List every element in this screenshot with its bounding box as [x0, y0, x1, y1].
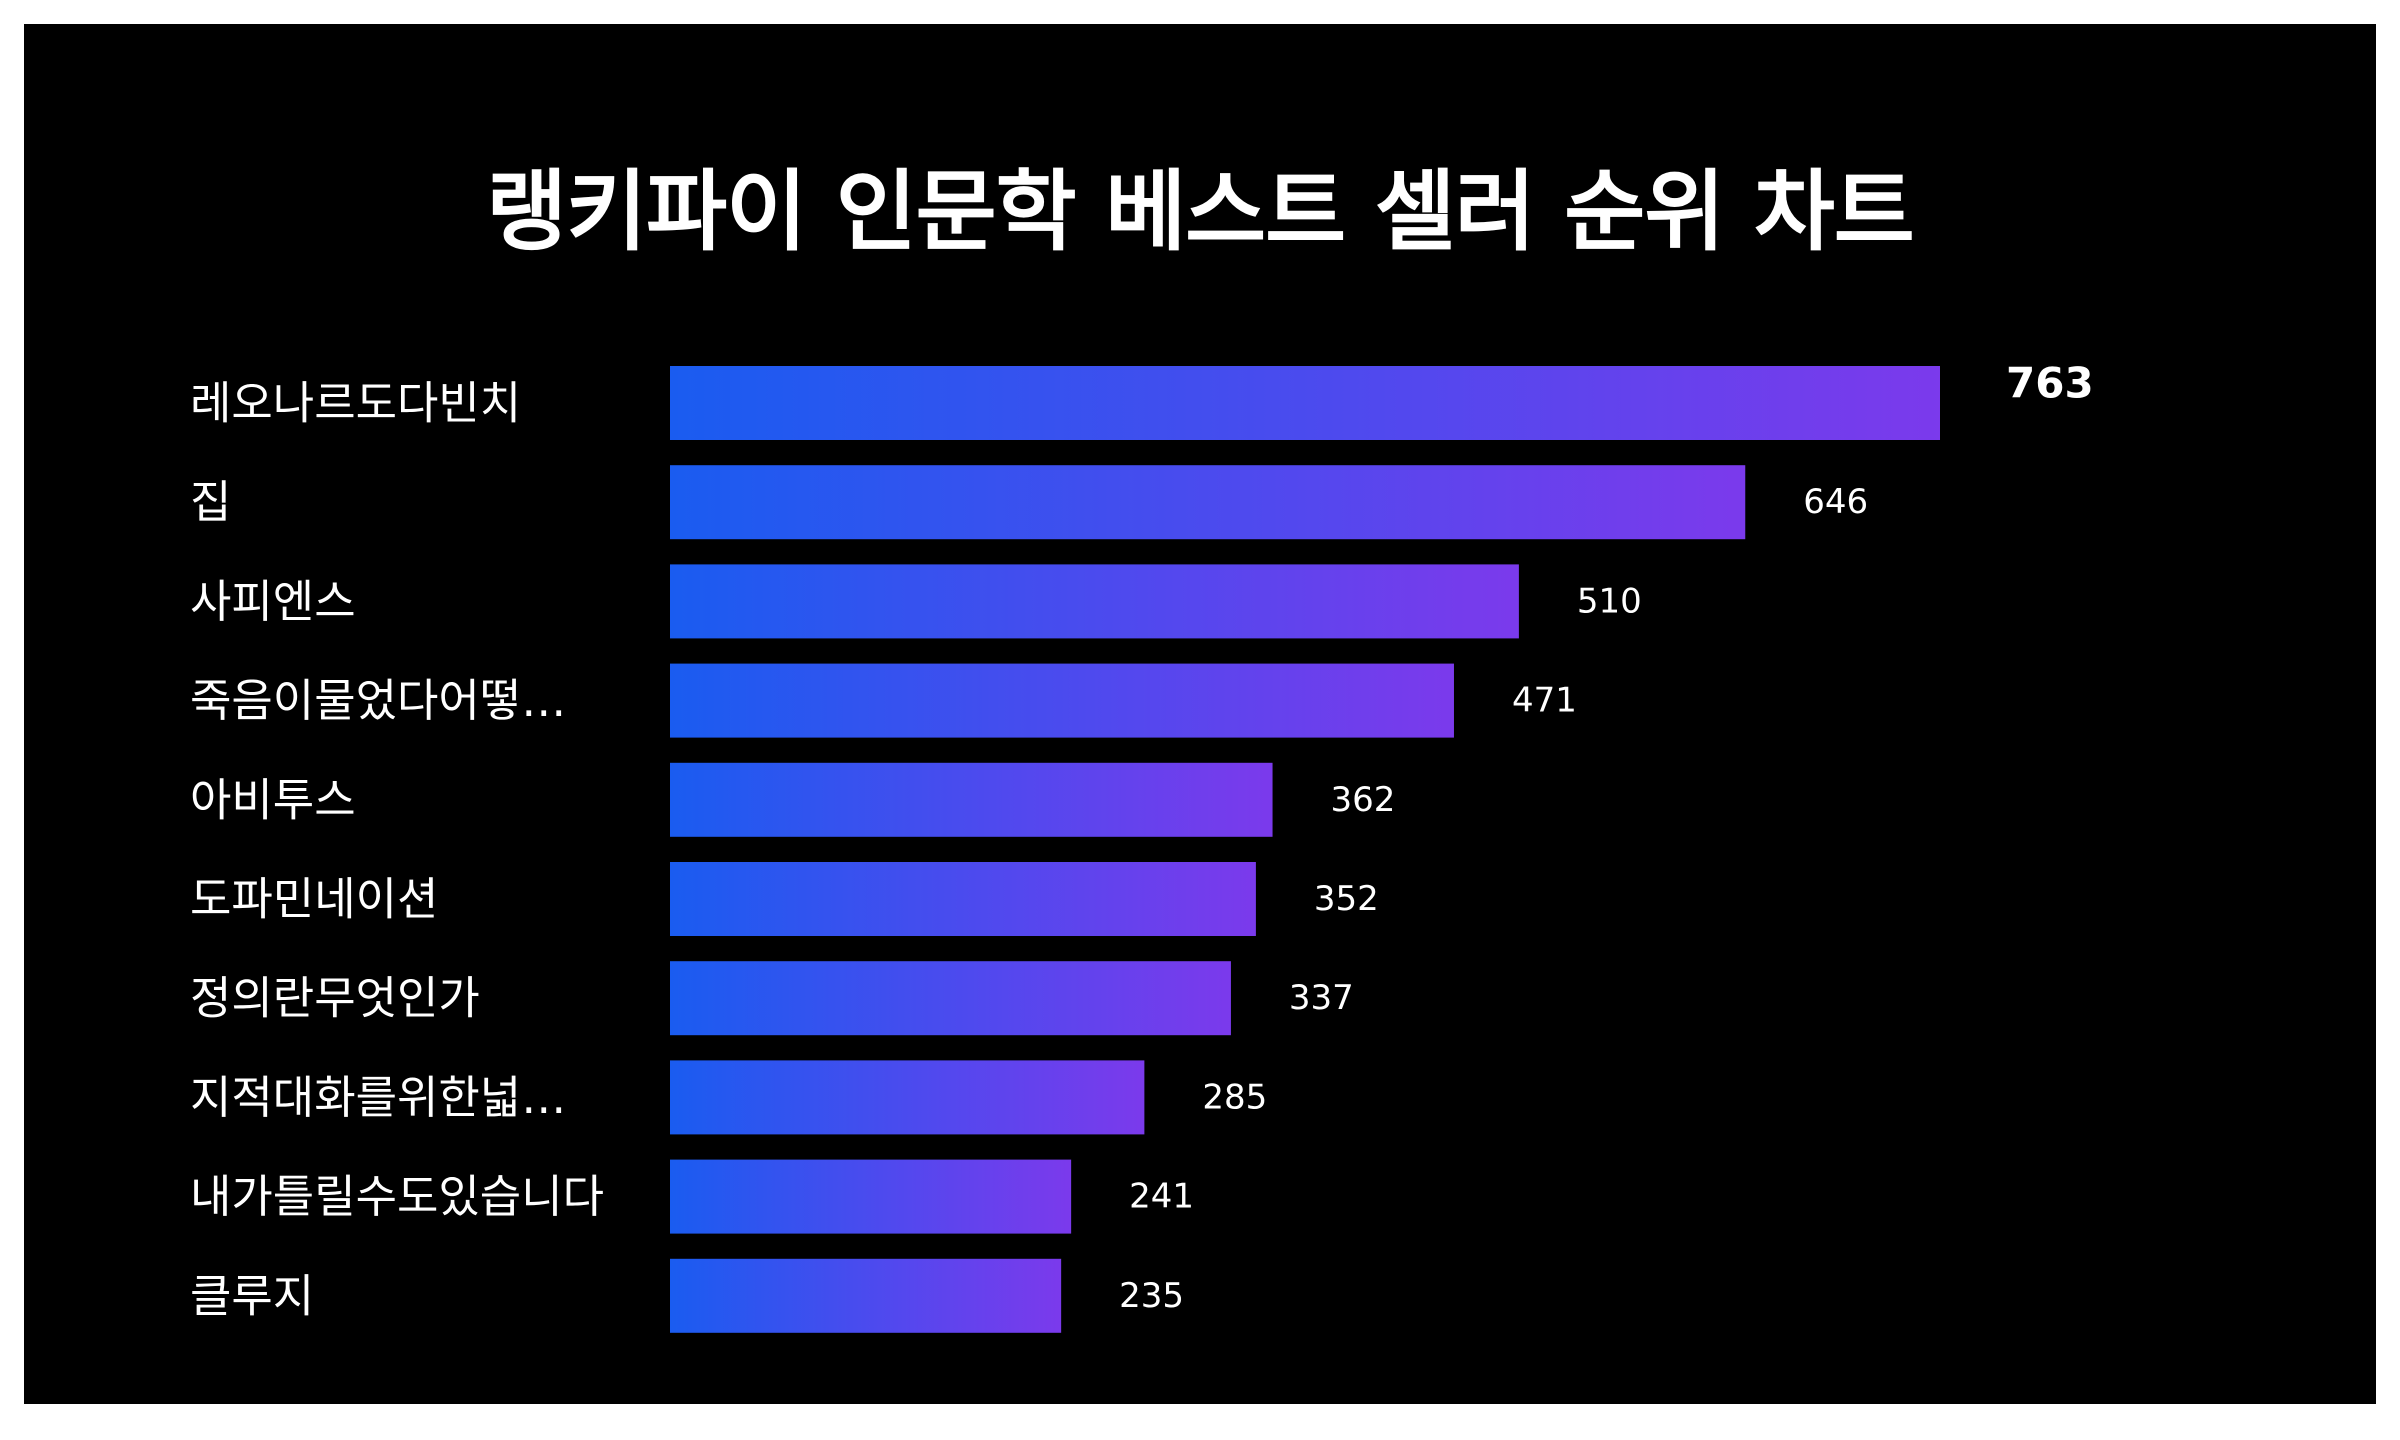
value-label: 352 [1314, 879, 1379, 919]
bar [670, 762, 1273, 837]
value-label: 763 [2006, 359, 2094, 408]
category-label: 정의란무엇인가 [190, 972, 480, 1025]
value-label: 235 [1119, 1276, 1184, 1316]
category-label: 집 [190, 476, 231, 529]
bar [670, 1159, 1072, 1234]
bar [670, 1060, 1145, 1135]
bar [670, 366, 1940, 440]
value-label: 510 [1577, 581, 1642, 621]
category-label: 클루지 [190, 1269, 314, 1322]
bar [670, 465, 1746, 540]
category-label: 죽음이물었다어떻… [190, 674, 566, 727]
value-label: 471 [1512, 681, 1577, 721]
chart-canvas: 랭키파이 인문학 베스트 셀러 순위 차트 레오나르도다빈치 763 집 646 사피엔… [24, 24, 2376, 1404]
chart-title: 랭키파이 인문학 베스트 셀러 순위 차트 [486, 160, 1915, 263]
value-label: 362 [1331, 780, 1396, 820]
bar [670, 1258, 1062, 1333]
bar [670, 862, 1256, 936]
bar [670, 663, 1454, 738]
category-label: 아비투스 [190, 773, 356, 826]
category-label: 레오나르도다빈치 [190, 377, 521, 430]
category-label: 사피엔스 [190, 575, 356, 628]
value-label: 646 [1803, 482, 1868, 522]
bar-chart: 레오나르도다빈치 763 집 646 사피엔스 510 죽음이물었다어떻… 471 아비투스 36… [190, 359, 2094, 1333]
category-label: 지적대화를위한넓… [190, 1071, 566, 1124]
category-label: 도파민네이션 [190, 873, 438, 926]
bar [670, 961, 1231, 1036]
value-label: 241 [1129, 1177, 1194, 1217]
bar [670, 564, 1519, 639]
value-label: 337 [1289, 978, 1354, 1018]
value-label: 285 [1202, 1077, 1267, 1117]
category-label: 내가틀릴수도있습니다 [190, 1170, 604, 1223]
